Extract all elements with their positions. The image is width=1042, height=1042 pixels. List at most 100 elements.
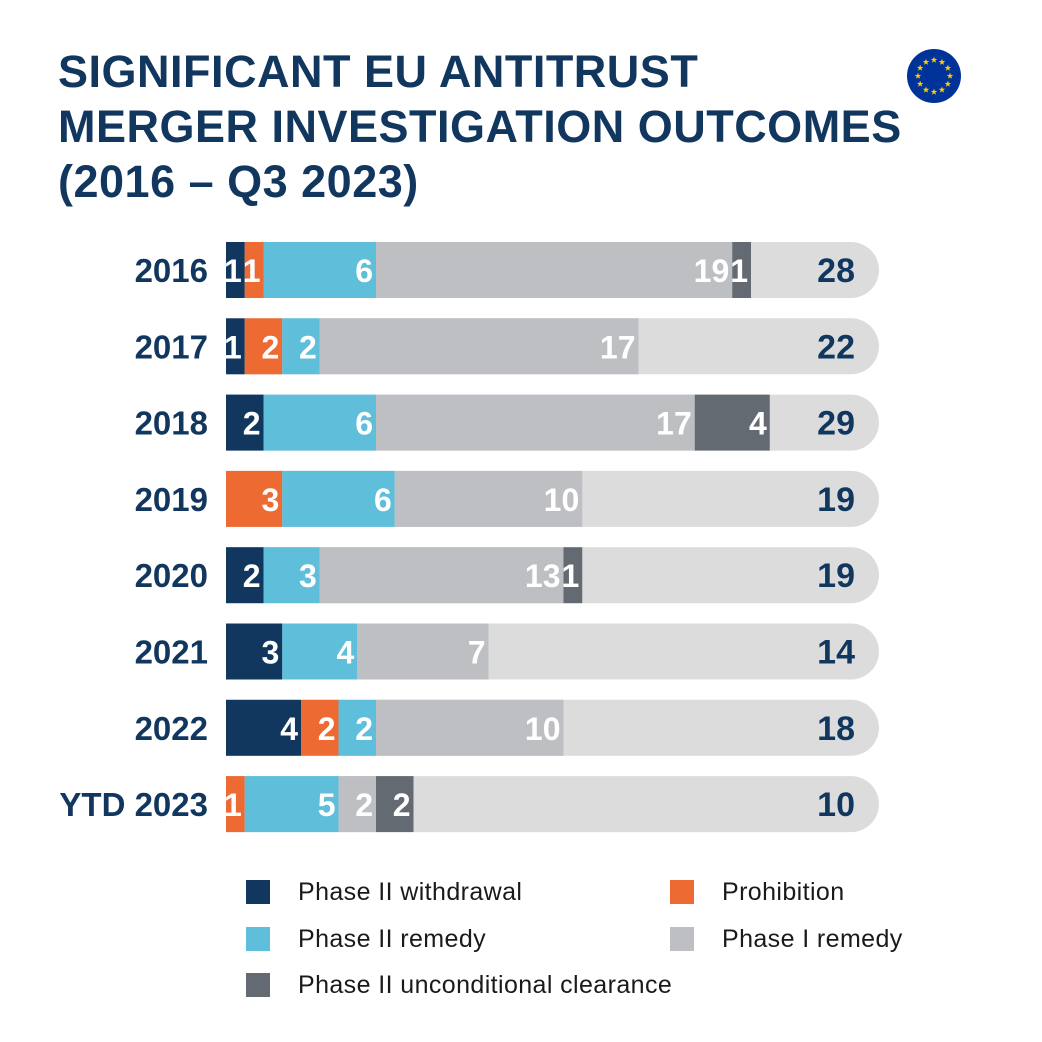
bar-segment-2017-prohibition — [244, 318, 283, 375]
segment-label-2018-phase-ii-withdrawal: 2 — [243, 406, 261, 442]
segment-label-2016-phase-ii-remedy: 6 — [355, 253, 373, 289]
bar-segment-2018-phase-ii-remedy — [263, 394, 376, 451]
legend-swatch-phase-i-remedy — [670, 927, 694, 951]
bar-segment-2017-phase-ii-withdrawal — [226, 318, 245, 375]
segment-label-2019-prohibition: 3 — [261, 482, 279, 518]
bar-row-2016: 2016 1 1 6 19 1 28 — [135, 242, 879, 298]
bar-row-2017: 2017 1 2 2 17 22 — [135, 318, 880, 375]
segment-label-2016-phase-i-remedy: 19 — [694, 253, 730, 289]
total-label-2020: 19 — [817, 557, 855, 595]
segment-label-2016-phase-ii-unconditional-clearance: 1 — [730, 253, 748, 289]
category-label-2022: 2022 — [135, 710, 208, 747]
chart-title-line-3: (2016 – Q3 2023) — [58, 156, 419, 207]
eu-flag-star — [922, 86, 930, 93]
eu-flag-star — [946, 72, 954, 79]
category-label-2020: 2020 — [135, 557, 208, 594]
segment-label-2021-phase-ii-remedy: 4 — [336, 635, 354, 671]
bar-segment-2019-phase-i-remedy — [394, 470, 583, 527]
category-label-2016: 2016 — [135, 252, 208, 289]
legend-item-prohibition: Prohibition — [670, 877, 845, 907]
bar-segment-2016-phase-ii-unconditional-clearance — [732, 242, 751, 298]
legend-swatch-phase-ii-withdrawal — [246, 880, 270, 904]
bar-segment-2018-phase-ii-withdrawal — [226, 394, 264, 451]
total-label-ytd-2023: 10 — [817, 786, 855, 824]
bar-segment-2022-phase-ii-remedy — [338, 699, 376, 756]
bar-segment-2022-prohibition — [301, 699, 339, 756]
total-label-2019: 19 — [817, 481, 855, 519]
bar-segment-2018-phase-i-remedy — [376, 394, 695, 451]
category-label-2017: 2017 — [135, 328, 208, 365]
bar-segment-2016-prohibition — [244, 242, 264, 298]
bar-segment-2020-phase-ii-remedy — [263, 547, 320, 604]
eu-flag-star — [944, 80, 952, 87]
total-label-2018: 29 — [817, 405, 855, 443]
bar-segment-2016-phase-ii-withdrawal — [226, 242, 245, 298]
segment-label-2022-phase-i-remedy: 10 — [525, 711, 561, 747]
bar-row-2020: 2020 2 3 13 1 19 — [135, 547, 880, 604]
bar-row-2019: 2019 3 6 10 19 — [135, 470, 879, 527]
eu-flag-star — [930, 56, 938, 63]
chart-title-line-1: SIGNIFICANT EU ANTITRUST — [58, 46, 699, 97]
segment-label-2022-phase-ii-withdrawal: 4 — [280, 711, 298, 747]
legend-label-phase-ii-withdrawal: Phase II withdrawal — [298, 877, 523, 906]
segment-label-2020-phase-ii-withdrawal: 2 — [243, 558, 261, 594]
segment-label-2022-prohibition: 2 — [318, 711, 336, 747]
legend-item-phase-ii-withdrawal: Phase II withdrawal — [246, 877, 522, 907]
bar-row-ytd-2023: YTD 2023 1 5 2 2 10 — [59, 776, 880, 833]
eu-flag-star — [916, 80, 924, 87]
eu-flag-star — [930, 88, 938, 95]
legend-swatch-prohibition — [670, 880, 694, 904]
bar-row-2022: 2022 4 2 2 10 18 — [135, 699, 880, 756]
segment-label-2017-phase-i-remedy: 17 — [600, 329, 636, 365]
segment-label-2020-phase-i-remedy: 13 — [525, 558, 561, 594]
bar-segment-2022-phase-i-remedy — [376, 699, 564, 756]
segment-label-2016-prohibition: 1 — [243, 253, 261, 289]
bar-segment-ytd-2023-phase-i-remedy — [338, 776, 376, 833]
chart-title-line-2: MERGER INVESTIGATION OUTCOMES — [58, 101, 902, 152]
category-label-ytd-2023: YTD 2023 — [59, 786, 208, 823]
segment-label-2019-phase-i-remedy: 10 — [544, 482, 580, 518]
bar-segment-2020-phase-ii-withdrawal — [226, 547, 264, 604]
segment-label-ytd-2023-phase-ii-remedy: 5 — [318, 787, 336, 823]
category-label-2018: 2018 — [135, 405, 208, 442]
bar-segment-2017-phase-ii-remedy — [282, 318, 320, 375]
legend-label-phase-ii-unconditional-clearance: Phase II unconditional clearance — [298, 970, 673, 999]
legend-item-phase-ii-remedy: Phase II remedy — [246, 924, 486, 954]
eu-flag-star — [938, 58, 946, 65]
segment-label-2019-phase-ii-remedy: 6 — [374, 482, 392, 518]
eu-flag-star — [922, 58, 930, 65]
legend-label-prohibition: Prohibition — [722, 877, 845, 906]
segment-label-2022-phase-ii-remedy: 2 — [355, 711, 373, 747]
legend-swatch-phase-ii-remedy — [246, 927, 270, 951]
bar-segment-2020-phase-i-remedy — [319, 547, 564, 604]
bar-segment-ytd-2023-phase-ii-remedy — [244, 776, 339, 833]
bar-segment-2019-prohibition — [226, 470, 283, 527]
legend-item-phase-i-remedy: Phase I remedy — [670, 924, 903, 954]
eu-flag-icon — [907, 49, 961, 103]
segment-label-2020-phase-ii-unconditional-clearance: 1 — [561, 558, 579, 594]
bar-segment-2017-phase-i-remedy — [319, 318, 639, 375]
segment-label-2021-phase-i-remedy: 7 — [468, 635, 486, 671]
legend-label-phase-ii-remedy: Phase II remedy — [298, 924, 487, 953]
bar-row-2021: 2021 3 4 7 14 — [135, 623, 880, 680]
segment-label-2020-phase-ii-remedy: 3 — [299, 558, 317, 594]
eu-flag-star — [944, 64, 952, 71]
segment-label-2017-phase-ii-withdrawal: 1 — [224, 329, 242, 365]
total-label-2022: 18 — [817, 710, 855, 748]
bar-segment-ytd-2023-prohibition — [226, 776, 245, 833]
category-label-2021: 2021 — [135, 634, 208, 671]
legend-label-phase-i-remedy: Phase I remedy — [722, 924, 903, 953]
eu-flag-star — [916, 64, 924, 71]
bar-segment-2021-phase-ii-remedy — [282, 623, 358, 680]
bar-segment-2016-phase-ii-remedy — [263, 242, 376, 298]
category-label-2019: 2019 — [135, 481, 208, 518]
eu-flag-disc — [907, 49, 961, 103]
segment-label-ytd-2023-phase-i-remedy: 2 — [355, 787, 373, 823]
bar-segment-2018-phase-ii-unconditional-clearance — [694, 394, 770, 451]
segment-label-ytd-2023-phase-ii-unconditional-clearance: 2 — [393, 787, 411, 823]
segment-label-2016-phase-ii-withdrawal: 1 — [224, 253, 242, 289]
segment-label-2018-phase-ii-remedy: 6 — [355, 406, 373, 442]
total-label-2021: 14 — [817, 634, 855, 672]
bar-segment-2021-phase-i-remedy — [357, 623, 489, 680]
total-label-2017: 22 — [817, 328, 855, 366]
